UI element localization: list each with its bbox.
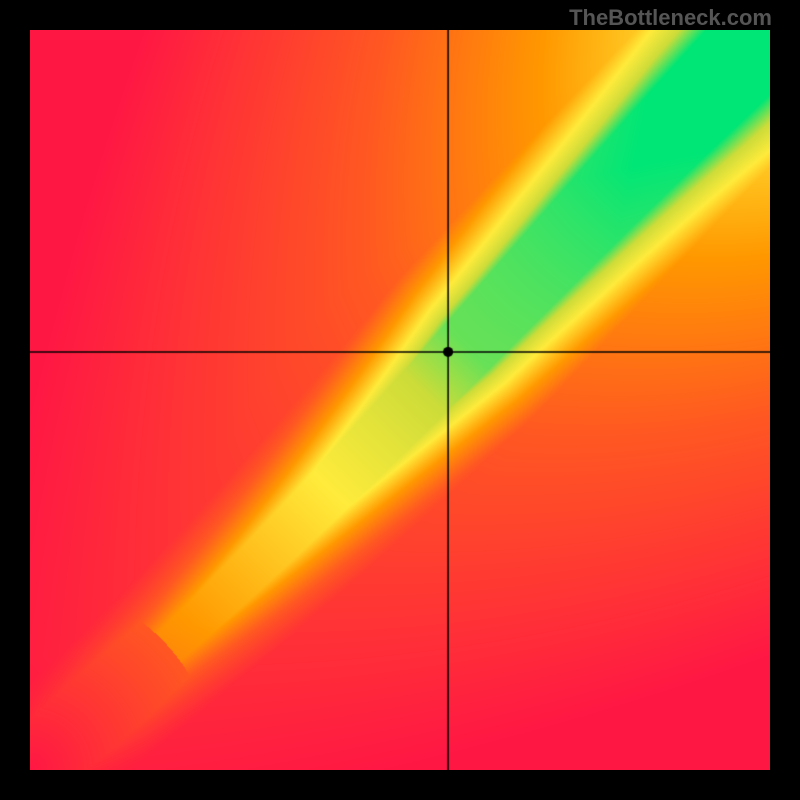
watermark-text: TheBottleneck.com <box>569 5 772 31</box>
heatmap-chart <box>30 30 770 770</box>
heatmap-canvas <box>30 30 770 770</box>
